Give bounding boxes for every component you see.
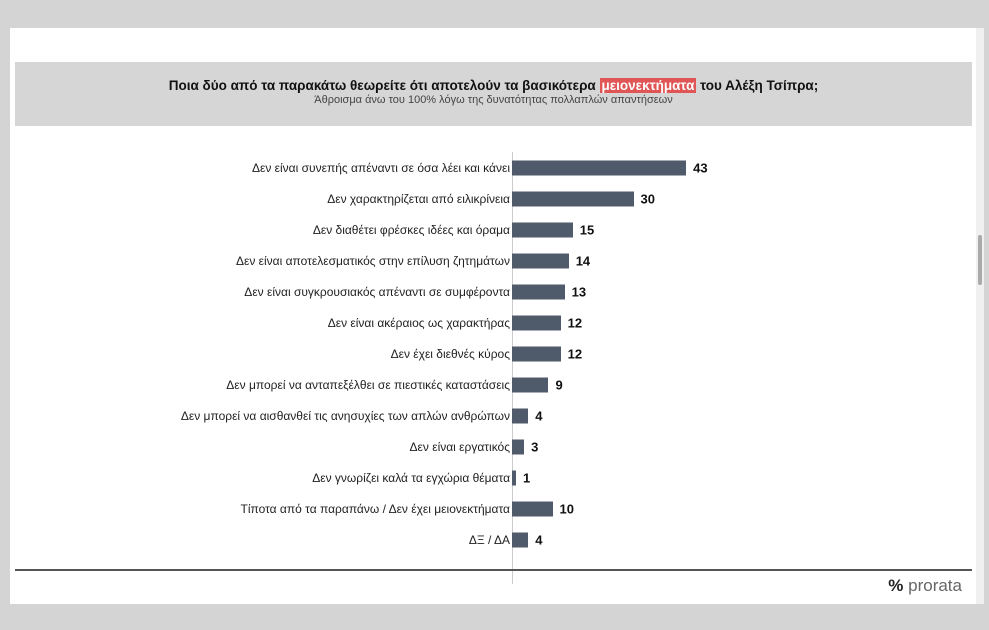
title-end: του Αλέξη Τσίπρα; — [700, 78, 819, 93]
category-label: Δεν είναι ακέραιος ως χαρακτήρας — [327, 316, 510, 330]
category-label: ΔΞ / ΔΑ — [468, 533, 510, 547]
value-label: 43 — [693, 160, 708, 176]
bar — [512, 439, 525, 455]
category-label: Δεν γνωρίζει καλά τα εγχώρια θέματα — [312, 471, 510, 485]
bar — [512, 470, 517, 486]
category-label: Δεν έχει διεθνές κύρος — [390, 347, 510, 361]
category-label: Τίποτα από τα παραπάνω / Δεν έχει μειονε… — [240, 502, 510, 516]
bar — [512, 191, 634, 207]
category-label: Δεν χαρακτηρίζεται από ειλικρίνεια — [327, 192, 510, 206]
value-label: 10 — [559, 501, 574, 517]
logo-text: prorata — [908, 576, 962, 595]
prorata-logo: % prorata — [888, 576, 962, 596]
value-label: 4 — [535, 408, 543, 424]
value-label: 12 — [567, 346, 583, 362]
axis-line — [512, 152, 513, 584]
value-label: 14 — [575, 253, 591, 269]
bar — [512, 315, 561, 331]
value-label: 15 — [579, 222, 595, 238]
bar — [512, 160, 687, 176]
bar — [512, 377, 549, 393]
bar — [512, 346, 561, 362]
bar — [512, 284, 565, 300]
category-label: Δεν είναι συγκρουσιακός απέναντι σε συμφ… — [244, 285, 510, 299]
value-label: 9 — [555, 377, 563, 393]
category-label: Δεν είναι εργατικός — [409, 440, 510, 454]
chart-subtitle: Άθροισμα άνω του 100% λόγω της δυνατότητ… — [314, 94, 673, 106]
category-label: Δεν είναι αποτελεσματικός στην επίλυση ζ… — [235, 254, 510, 268]
bar — [512, 501, 553, 517]
value-label: 12 — [567, 315, 583, 331]
chart-panel: Ποια δύο από τα παρακάτω θεωρείτε ότι απ… — [10, 28, 976, 604]
value-label: 4 — [535, 532, 543, 548]
bar — [512, 253, 569, 269]
value-label: 1 — [523, 470, 531, 486]
title-highlight: μειονεκτήματα — [599, 78, 697, 93]
scrollbar[interactable] — [976, 28, 984, 604]
chart-header: Ποια δύο από τα παρακάτω θεωρείτε ότι απ… — [15, 62, 972, 126]
bottom-divider — [15, 569, 972, 571]
value-label: 3 — [531, 439, 539, 455]
category-label: Δεν μπορεί να ανταπεξέλθει σε πιεστικές … — [226, 378, 510, 392]
category-label: Δεν διαθέτει φρέσκες ιδέες και όραμα — [312, 223, 510, 237]
category-label: Δεν είναι συνεπής απέναντι σε όσα λέει κ… — [251, 161, 510, 175]
bar — [512, 532, 529, 548]
bar — [512, 222, 573, 238]
category-label: Δεν μπορεί να αισθανθεί τις ανησυχίες τω… — [180, 409, 510, 423]
logo-symbol: % — [888, 576, 904, 595]
value-label: 30 — [640, 191, 655, 207]
scrollbar-thumb[interactable] — [978, 235, 982, 285]
value-label: 13 — [571, 284, 587, 300]
chart-title: Ποια δύο από τα παρακάτω θεωρείτε ότι απ… — [15, 78, 972, 93]
title-text: Ποια δύο από τα παρακάτω θεωρείτε ότι απ… — [168, 78, 596, 93]
bar — [512, 408, 529, 424]
